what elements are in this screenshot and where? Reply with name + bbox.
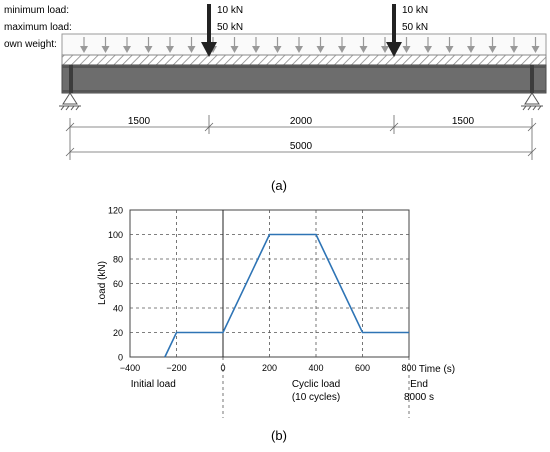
dimension-span-2: 2000 — [290, 116, 313, 127]
phase-label: Initial load — [131, 379, 176, 390]
x-tick-label: −400 — [120, 363, 140, 373]
beam-diagram: minimum load: maximum load: own weight: … — [4, 4, 547, 193]
phase-label: 8000 s — [404, 392, 434, 403]
dimension-span-3: 1500 — [452, 116, 475, 127]
x-tick-label: 200 — [262, 363, 277, 373]
beam-body — [61, 64, 547, 94]
phase-dividers — [222, 357, 410, 418]
phase-labels: Initial load Cyclic load (10 cycles) End 800… — [131, 379, 434, 403]
udl-arrow — [273, 37, 282, 53]
udl-arrow — [316, 37, 325, 53]
y-axis-label: Load (kN) — [97, 261, 108, 305]
udl-arrow — [252, 37, 260, 53]
max-load-label: maximum load: — [4, 22, 72, 33]
y-tick-label: 100 — [108, 230, 123, 240]
dimension-lines — [65, 115, 537, 160]
phase-label: (10 cycles) — [292, 392, 340, 403]
point-load-left-min: 10 kN — [217, 5, 243, 16]
udl-arrow — [359, 37, 368, 53]
x-tick-labels: −400 −200 0 200 400 600 800 — [120, 363, 417, 373]
point-load-right-max: 50 kN — [402, 22, 428, 33]
udl-arrow — [402, 37, 411, 53]
x-tick-label: 400 — [308, 363, 323, 373]
distributed-load-box — [61, 33, 547, 56]
x-tick-label: 800 — [401, 363, 416, 373]
y-tick-label: 20 — [113, 328, 123, 338]
udl-arrow — [467, 37, 475, 53]
udl-arrow — [445, 37, 454, 53]
y-tick-label: 80 — [113, 255, 123, 265]
y-tick-label: 120 — [108, 206, 123, 216]
point-load-left: 10 kN 50 kN — [201, 4, 243, 57]
udl-arrow — [101, 37, 110, 53]
phase-label: Cyclic load — [292, 379, 340, 390]
support-left — [59, 92, 81, 111]
point-load-left-max: 50 kN — [217, 22, 243, 33]
dimension-span-1: 1500 — [128, 116, 151, 127]
phase-label: End — [410, 379, 428, 390]
beam-end-plate-left — [69, 65, 73, 93]
x-axis-label: Time (s) — [419, 364, 455, 375]
udl-arrow — [488, 37, 497, 53]
udl-arrow — [510, 37, 518, 53]
udl-arrow — [80, 37, 88, 53]
udl-arrow — [166, 37, 174, 53]
caption-b: (b) — [271, 428, 287, 443]
y-tick-label: 0 — [118, 353, 123, 363]
point-load-right-min: 10 kN — [402, 5, 428, 16]
dimension-total: 5000 — [290, 141, 313, 152]
udl-arrow — [295, 37, 303, 53]
beam-end-plate-right — [530, 65, 534, 93]
udl-arrow — [338, 37, 346, 53]
support-right — [521, 92, 543, 111]
beam-top-layer — [61, 54, 547, 66]
point-load-right: 10 kN 50 kN — [386, 4, 428, 57]
y-tick-labels: 0 20 40 60 80 100 120 — [108, 206, 123, 363]
caption-a: (a) — [271, 178, 287, 193]
x-tick-label: −200 — [166, 363, 186, 373]
udl-arrow — [424, 37, 432, 53]
udl-arrow — [123, 37, 131, 53]
own-weight-label: own weight: — [4, 39, 57, 50]
udl-arrow — [230, 37, 239, 53]
y-tick-label: 60 — [113, 279, 123, 289]
load-history-chart: 0 20 40 60 80 100 120 −400 −200 0 200 400 600 800 Lo… — [97, 206, 455, 444]
x-tick-label: 0 — [220, 363, 225, 373]
load-series-line — [164, 233, 409, 358]
y-tick-label: 40 — [113, 304, 123, 314]
min-load-label: minimum load: — [4, 5, 69, 16]
udl-arrow — [144, 37, 153, 53]
x-tick-label: 600 — [355, 363, 370, 373]
udl-arrow — [381, 37, 389, 53]
udl-arrow — [187, 37, 196, 53]
udl-arrow — [531, 37, 540, 53]
